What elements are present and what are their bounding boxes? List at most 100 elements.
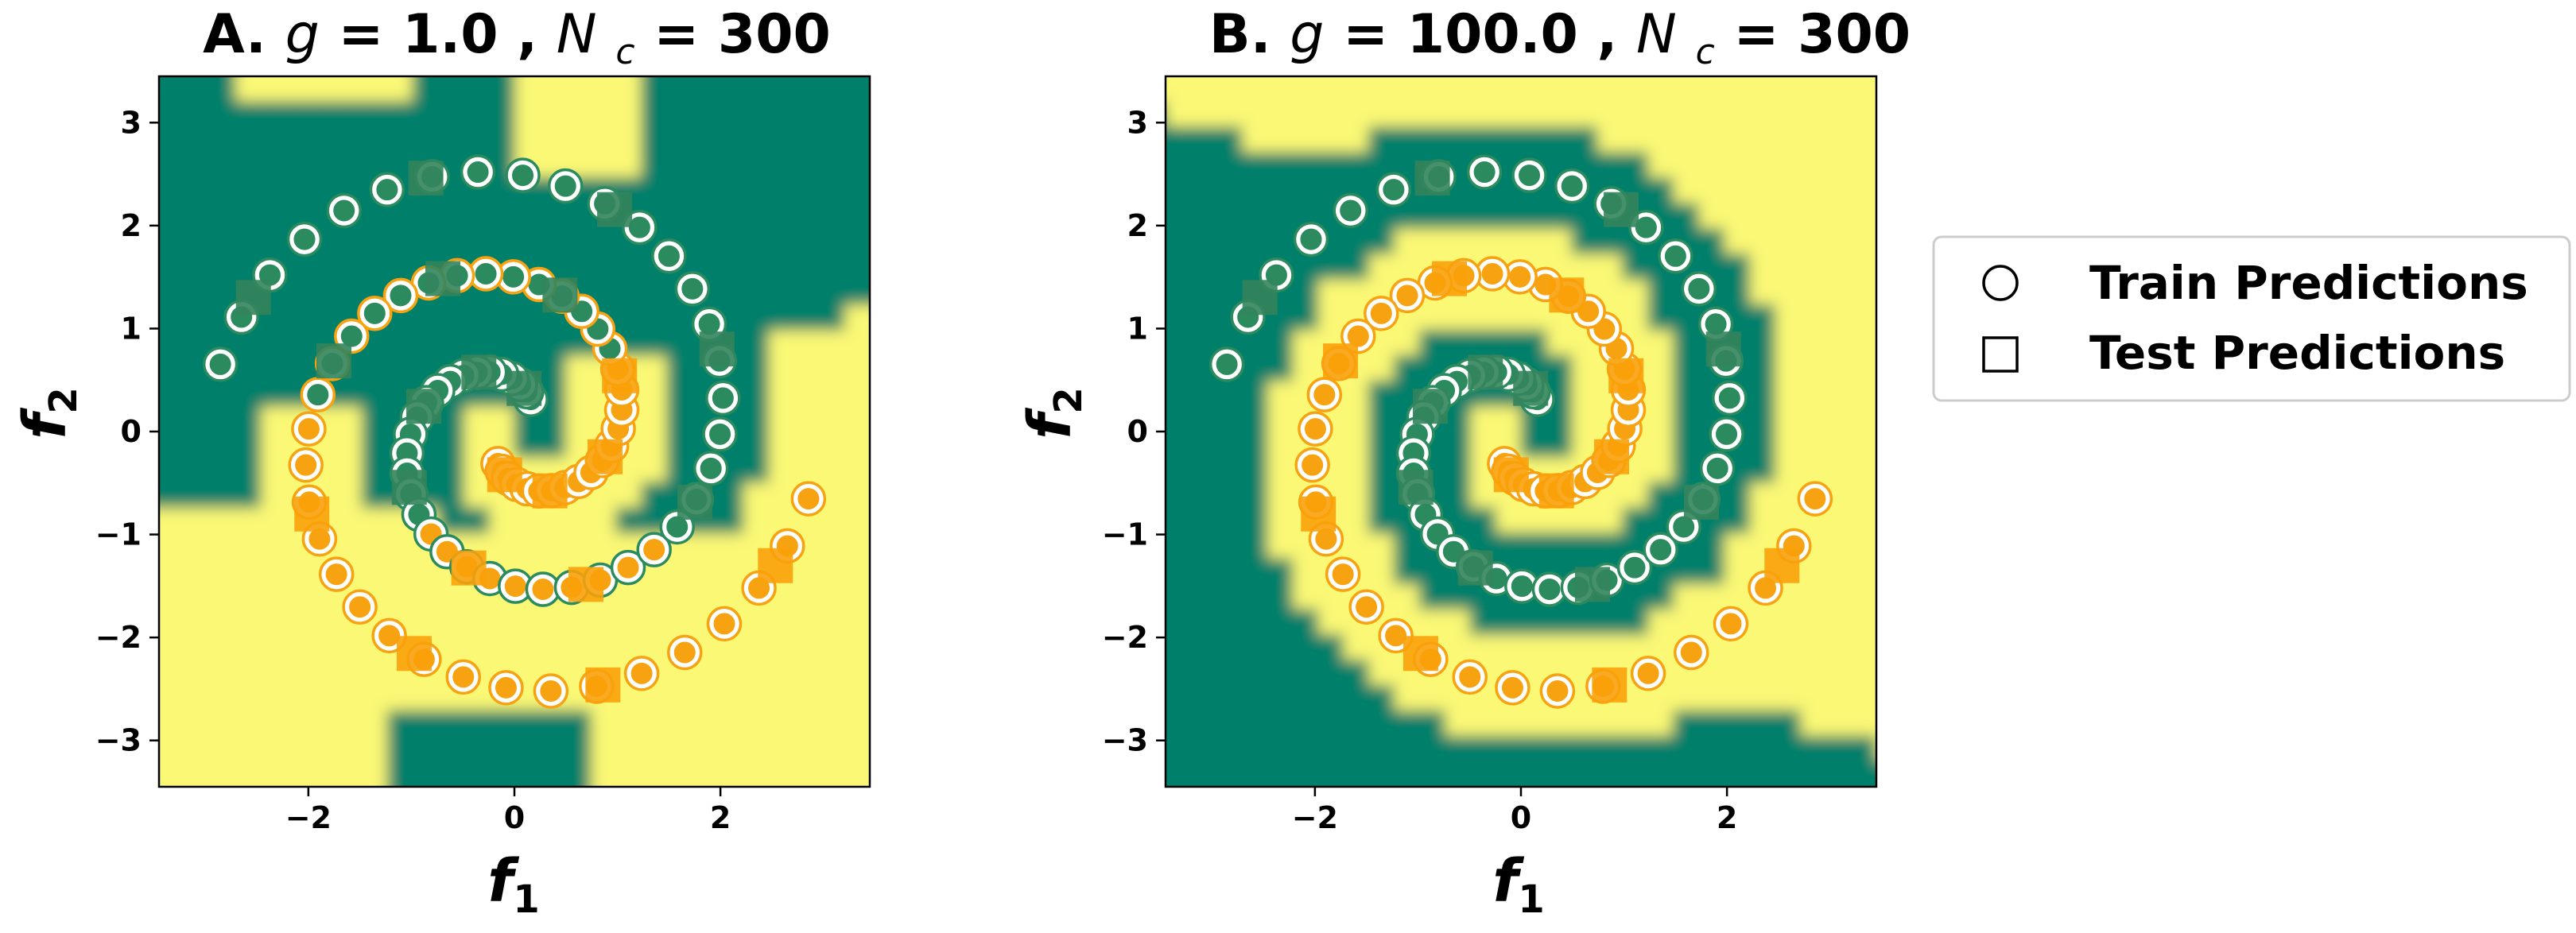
region-cell: [1241, 228, 1268, 254]
region-cell: [235, 152, 262, 179]
region-cell: [1140, 660, 1166, 686]
train-point: [328, 194, 361, 227]
region-cell: [412, 228, 439, 254]
region-cell: [869, 203, 870, 230]
region-cell: [514, 228, 541, 254]
train-point-ring: [706, 606, 743, 642]
test-point: [1683, 484, 1719, 520]
test-point: [405, 389, 441, 424]
region-cell: [1546, 532, 1573, 559]
test-point: [602, 358, 638, 393]
region-cell: [793, 304, 820, 331]
region-cell: [1673, 380, 1699, 407]
test-point: [758, 548, 793, 583]
region-cell: [1520, 735, 1547, 762]
region-cell: [1393, 558, 1420, 585]
region-cell: [159, 456, 185, 483]
train-point: [1682, 272, 1716, 305]
region-cell: [767, 177, 794, 204]
train-point: [638, 533, 671, 567]
region-cell: [1292, 659, 1319, 686]
region-cell: [1418, 786, 1445, 787]
region-cell: [1292, 152, 1319, 179]
region-cell: [1469, 609, 1496, 635]
train-point-ring: [369, 172, 405, 207]
region-cell: [412, 710, 439, 737]
legend: Train Predictions Test Predictions: [1932, 235, 2571, 402]
region-cell: [1520, 609, 1547, 635]
region-cell: [742, 101, 769, 128]
train-point: [1713, 381, 1746, 415]
region-cell: [1444, 329, 1471, 356]
test-point: [506, 370, 542, 406]
region-cell: [1368, 380, 1395, 407]
region-cell: [159, 177, 185, 204]
region-cell: [1140, 152, 1166, 178]
test-point: [1323, 343, 1359, 379]
region-cell: [235, 456, 262, 483]
train-point-ring: [357, 296, 393, 331]
region-cell: [590, 228, 617, 254]
y-tick-label: 1: [1127, 311, 1148, 346]
legend-box: [1932, 235, 2571, 402]
test-point: [294, 496, 330, 532]
region-cell: [1190, 254, 1217, 280]
train-point-ring: [1340, 318, 1376, 354]
train-point-ring: [1293, 221, 1329, 257]
region-cell: [1166, 152, 1192, 179]
region-cell: [1140, 381, 1166, 407]
region-cell: [437, 76, 464, 103]
region-cell: [361, 431, 388, 458]
region-cell: [1166, 710, 1192, 737]
region-cell: [159, 228, 185, 254]
region-cell: [1241, 583, 1268, 610]
region-cell: [437, 431, 464, 458]
region-cell: [716, 507, 743, 534]
region-cell: [1241, 633, 1268, 660]
region-cell: [235, 177, 262, 204]
test-point: [1412, 389, 1448, 424]
region-cell: [209, 126, 236, 153]
train-point-ring: [1630, 656, 1666, 691]
train-point: [625, 656, 658, 690]
train-point: [499, 570, 532, 603]
train-point: [447, 660, 480, 694]
train-point: [1294, 223, 1328, 256]
region-cell: [463, 304, 490, 331]
region-cell: [716, 203, 743, 230]
train-point: [204, 347, 237, 381]
region-cell: [869, 76, 870, 77]
region-cell: [184, 304, 211, 331]
train-point: [652, 239, 685, 273]
panel-b-n-value: 300: [1798, 3, 1911, 66]
train-point-ring: [1616, 549, 1653, 586]
region-cell: [539, 710, 566, 737]
region-cell: [361, 482, 388, 509]
region-cell: [209, 254, 236, 280]
region-cell: [742, 431, 769, 458]
region-cell: [1748, 761, 1775, 787]
region-cell: [1166, 684, 1192, 711]
region-cell: [209, 101, 236, 128]
test-point: [1549, 277, 1585, 313]
region-cell: [260, 177, 287, 204]
region-cell: [1241, 761, 1268, 787]
region-cell: [311, 152, 337, 179]
region-cell: [412, 304, 439, 331]
region-cell: [1444, 482, 1471, 509]
region-cell: [818, 126, 845, 153]
region-cell: [1748, 380, 1775, 407]
region-cell: [869, 101, 870, 128]
train-point-ring: [202, 346, 239, 382]
region-cell: [1444, 126, 1471, 153]
region-cell: [235, 431, 262, 458]
train-point-ring: [1294, 447, 1330, 483]
region-cell: [1317, 735, 1344, 762]
region-cell: [716, 278, 743, 305]
train-point-ring: [318, 556, 355, 592]
region-cell: [1166, 532, 1192, 559]
region-cell: [412, 786, 439, 787]
region-cell: [209, 380, 236, 407]
region-cell: [1216, 482, 1243, 509]
region-cell: [1140, 583, 1166, 610]
